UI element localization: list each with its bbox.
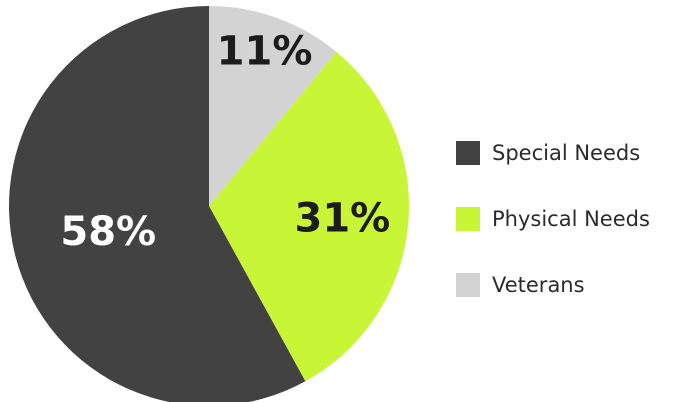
legend-item-special-needs: Special Needs [456,120,650,186]
legend-label: Physical Needs [492,207,650,231]
legend-item-physical-needs: Physical Needs [456,186,650,252]
pie-slice-physical-needs [209,51,409,382]
slice-label-physical-needs: 31% [295,196,391,242]
slice-label-special-needs: 58% [60,209,156,255]
legend-swatch-veterans [456,273,480,297]
legend-label: Special Needs [492,141,641,165]
legend-label: Veterans [492,273,585,297]
pie-slice-special-needs [9,6,306,402]
slice-label-veterans: 11% [217,29,313,75]
legend-swatch-special-needs [456,141,480,165]
pie-slice-veterans [209,6,337,206]
legend: Special Needs Physical Needs Veterans [456,120,650,318]
legend-swatch-physical-needs [456,207,480,231]
legend-item-veterans: Veterans [456,252,650,318]
